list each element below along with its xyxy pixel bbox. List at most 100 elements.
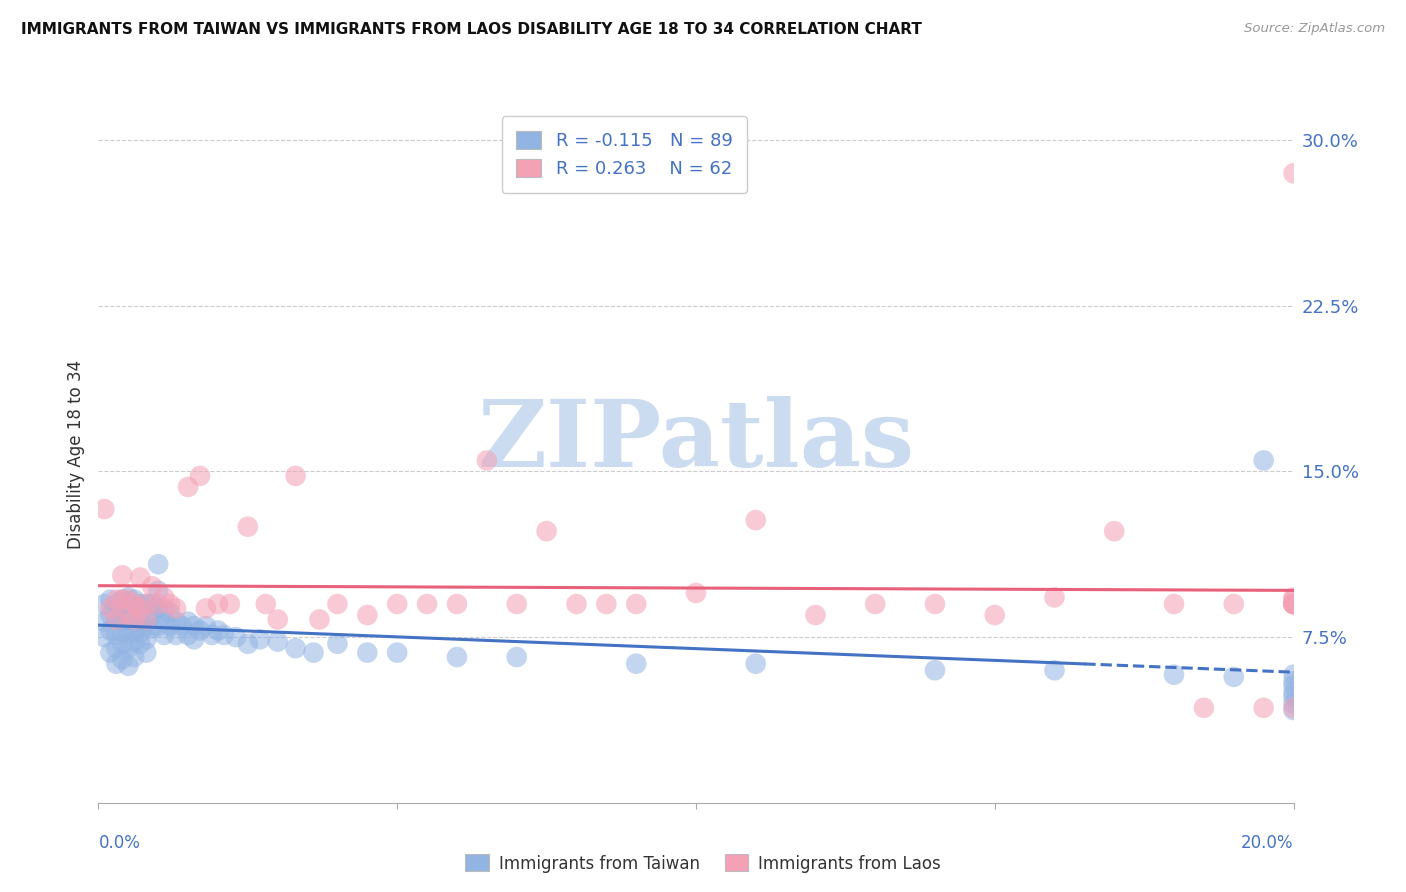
Legend: R = -0.115   N = 89, R = 0.263    N = 62: R = -0.115 N = 89, R = 0.263 N = 62 xyxy=(502,116,747,193)
Point xyxy=(356,608,378,623)
Point xyxy=(148,619,170,633)
Point xyxy=(1282,674,1305,689)
Point xyxy=(124,597,146,611)
Point xyxy=(225,630,247,644)
Point xyxy=(685,586,707,600)
Point xyxy=(129,601,152,615)
Point xyxy=(183,632,205,647)
Point xyxy=(111,625,134,640)
Point xyxy=(117,601,139,615)
Point xyxy=(165,628,187,642)
Legend: Immigrants from Taiwan, Immigrants from Laos: Immigrants from Taiwan, Immigrants from … xyxy=(458,847,948,880)
Point xyxy=(302,646,325,660)
Point xyxy=(100,608,122,623)
Point xyxy=(111,604,134,618)
Point xyxy=(124,650,146,665)
Point xyxy=(129,625,152,640)
Point xyxy=(1282,597,1305,611)
Point xyxy=(804,608,827,623)
Point xyxy=(385,597,409,611)
Point xyxy=(236,637,259,651)
Text: 0.0%: 0.0% xyxy=(98,834,141,852)
Point xyxy=(924,597,946,611)
Point xyxy=(595,597,617,611)
Point xyxy=(105,597,128,611)
Text: IMMIGRANTS FROM TAIWAN VS IMMIGRANTS FROM LAOS DISABILITY AGE 18 TO 34 CORRELATI: IMMIGRANTS FROM TAIWAN VS IMMIGRANTS FRO… xyxy=(21,22,922,37)
Point xyxy=(172,619,194,633)
Point xyxy=(148,558,170,572)
Point xyxy=(1282,592,1305,607)
Point xyxy=(249,632,271,647)
Point xyxy=(117,658,139,673)
Text: 20.0%: 20.0% xyxy=(1241,834,1294,852)
Point xyxy=(385,646,409,660)
Point xyxy=(153,615,176,629)
Point xyxy=(141,579,163,593)
Point xyxy=(284,469,307,483)
Point xyxy=(124,634,146,648)
Point xyxy=(1163,667,1185,681)
Point xyxy=(111,652,134,666)
Point xyxy=(236,519,259,533)
Point xyxy=(93,615,115,629)
Point xyxy=(1282,701,1305,715)
Point xyxy=(626,597,648,611)
Point xyxy=(117,608,139,623)
Point xyxy=(105,657,128,671)
Point xyxy=(1282,597,1305,611)
Y-axis label: Disability Age 18 to 34: Disability Age 18 to 34 xyxy=(66,360,84,549)
Point xyxy=(446,650,468,665)
Point xyxy=(129,637,152,651)
Point xyxy=(446,597,468,611)
Point xyxy=(129,615,152,629)
Point xyxy=(195,619,218,633)
Point xyxy=(506,650,529,665)
Point xyxy=(475,453,498,467)
Point xyxy=(212,628,235,642)
Point xyxy=(745,657,768,671)
Point xyxy=(165,615,187,629)
Point xyxy=(141,621,163,635)
Point xyxy=(1253,453,1275,467)
Point xyxy=(506,597,529,611)
Point xyxy=(117,612,139,626)
Point xyxy=(356,646,378,660)
Point xyxy=(195,601,218,615)
Point xyxy=(183,619,205,633)
Point xyxy=(1282,679,1305,693)
Text: ZIPatlas: ZIPatlas xyxy=(478,396,914,486)
Point xyxy=(124,612,146,626)
Point xyxy=(135,619,157,633)
Point xyxy=(207,624,229,638)
Point xyxy=(1163,597,1185,611)
Point xyxy=(1192,701,1215,715)
Point xyxy=(129,606,152,620)
Point xyxy=(159,606,181,620)
Point xyxy=(100,624,122,638)
Point xyxy=(1282,685,1305,699)
Point xyxy=(177,628,200,642)
Point xyxy=(207,597,229,611)
Point xyxy=(135,612,157,626)
Point xyxy=(267,612,290,626)
Point xyxy=(124,615,146,629)
Point xyxy=(111,615,134,629)
Point xyxy=(111,592,134,607)
Point xyxy=(129,597,152,611)
Point xyxy=(141,608,163,623)
Point xyxy=(105,628,128,642)
Point xyxy=(153,591,176,605)
Point xyxy=(308,612,330,626)
Point xyxy=(93,630,115,644)
Point xyxy=(148,601,170,615)
Point xyxy=(1282,597,1305,611)
Point xyxy=(1282,667,1305,681)
Point xyxy=(1253,701,1275,715)
Point xyxy=(105,641,128,656)
Point xyxy=(1282,591,1305,605)
Point xyxy=(105,612,128,626)
Point xyxy=(219,597,242,611)
Point xyxy=(745,513,768,527)
Point xyxy=(865,597,887,611)
Point xyxy=(177,615,200,629)
